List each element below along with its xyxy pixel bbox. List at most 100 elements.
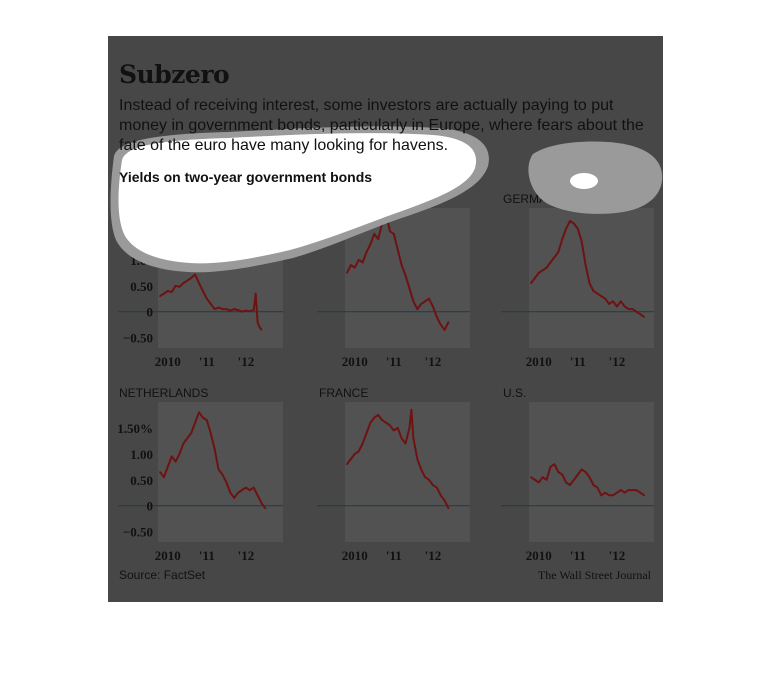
data-point [432,305,434,308]
data-point [357,259,360,261]
data-point [346,272,348,274]
data-point [612,494,614,497]
data-point [353,453,356,455]
data-point [627,308,630,310]
data-point [252,486,255,489]
data-point [159,471,161,473]
chart-heading: Yields on two-year government bonds [119,169,373,185]
data-point [537,272,540,274]
data-point [608,494,610,497]
data-point [213,308,216,310]
data-point [170,291,173,293]
data-point [565,227,567,230]
data-point [447,507,450,510]
data-point [264,507,267,510]
data-point [194,273,196,276]
data-point [447,321,450,323]
data-point [420,468,422,471]
data-point [357,450,360,453]
data-point [198,282,200,284]
data-point [217,306,220,309]
data-point [373,416,376,419]
x-tick-label: '12 [238,354,255,369]
series-name-label: U.S. [503,386,526,400]
data-point [541,269,544,272]
data-point [182,442,185,445]
x-tick-label: 2010 [155,548,181,563]
data-point [365,251,368,253]
data-point [584,264,587,266]
data-point [408,287,411,290]
data-point [588,476,591,478]
data-point [530,476,532,478]
data-point [439,323,442,326]
data-point [174,460,177,463]
data-point [393,429,395,432]
data-point [443,499,446,502]
data-point [241,310,243,313]
data-point [600,494,603,497]
data-point [643,494,646,497]
x-tick-label: 2010 [155,354,181,369]
data-point [416,308,419,310]
graphic-title: Subzero [119,60,230,89]
data-point [400,437,403,440]
x-tick-label: 2010 [342,548,368,563]
data-point [604,297,606,300]
x-tick-label: '11 [199,354,215,369]
data-point [233,308,235,310]
data-point [627,489,630,491]
data-point [408,427,411,429]
data-point [569,220,571,222]
data-point [545,478,548,481]
data-point [573,222,575,225]
data-point [561,238,564,240]
data-point [584,471,587,473]
y-tick-label: 1.50% [117,421,153,436]
data-point [202,290,204,292]
data-point [202,416,204,419]
data-point [377,238,380,240]
y-tick-label: 1.00 [130,447,153,462]
data-point [561,473,564,476]
graphic-subtitle: Instead of receiving interest, some inve… [119,97,644,154]
data-point [381,419,383,421]
data-point [221,308,224,310]
data-point [393,233,395,235]
data-point [631,489,634,491]
y-tick-label: 0 [147,305,154,320]
graphic-panel: SWITZERLAND1.50%1.000.500−0.502010'11'12… [108,36,663,602]
data-point [596,292,599,295]
data-point [569,484,571,486]
data-point [209,432,212,434]
data-point [619,489,622,491]
data-point [435,486,438,489]
data-point [170,455,173,458]
publisher-credit: The Wall Street Journal [537,568,651,582]
data-point [369,421,372,424]
data-point [221,473,224,476]
data-point [412,437,415,440]
data-point [428,297,430,300]
y-tick-label: 0.50 [130,473,153,488]
data-point [190,277,193,279]
data-point [245,309,247,312]
data-point [229,491,232,494]
data-point [588,282,591,284]
data-point [254,292,257,295]
data-point [549,261,552,264]
data-point [237,491,239,494]
data-point [194,421,196,424]
data-point [420,303,422,305]
data-point [166,466,169,468]
data-point [404,274,407,277]
data-point [178,286,181,288]
data-point [248,310,251,312]
data-point [534,277,536,279]
data-point [635,489,638,491]
data-point [619,300,622,303]
data-point [596,486,599,489]
y-tick-label: 0 [147,499,154,514]
